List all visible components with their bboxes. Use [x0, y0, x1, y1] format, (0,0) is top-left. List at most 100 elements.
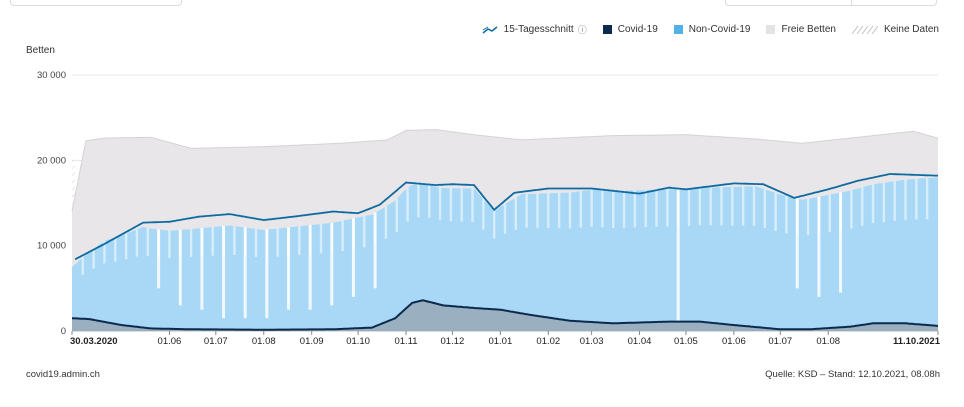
weekly-dip [828, 194, 831, 232]
weekly-dip [298, 226, 301, 256]
weekly-dip [384, 206, 388, 239]
weekly-dip [644, 190, 647, 228]
weekly-dip [579, 191, 582, 228]
weekly-dip [633, 190, 637, 228]
series-line-15-day-average [74, 173, 939, 261]
y-tick-label: 10 000 [37, 241, 66, 252]
x-tick-label: 01.01 [488, 336, 512, 347]
footer-source-note: Quelle: KSD – Stand: 12.10.2021, 08.08h [765, 369, 940, 380]
weekly-dip [114, 237, 117, 262]
series-line-covid [71, 299, 939, 331]
trend-line-icon [482, 25, 498, 34]
dip-bar [178, 229, 182, 306]
weekly-dip [547, 193, 550, 229]
x-tick-label: 01.07 [768, 336, 792, 347]
x-axis: 30.03.2020 01.06 01.07 01.08 01.09 01.10 01.11… [70, 331, 941, 347]
non-covid-swatch-icon [673, 25, 683, 34]
weekly-dip [861, 187, 864, 226]
x-tick-label: 11.10.2021 [893, 336, 941, 347]
legend-item-no-data[interactable]: Keine Daten [851, 24, 939, 35]
weekly-dip [666, 189, 669, 227]
legend-item-avg[interactable]: 15-Tagesschnitt ⓘ [482, 23, 587, 36]
legend-covid-label: Covid-19 [617, 24, 658, 35]
x-tick-label: 01.12 [441, 336, 465, 347]
weekly-dip [135, 229, 139, 257]
x-tick-label: 01.05 [674, 336, 698, 347]
filter-box-right[interactable] [725, 0, 937, 6]
covid-swatch-icon [602, 25, 612, 34]
weekly-dip [557, 192, 561, 229]
weekly-dip [482, 198, 485, 230]
weekly-dip [568, 192, 572, 229]
weekly-dip [893, 181, 896, 221]
weekly-dip [536, 193, 539, 228]
y-tick-label: 20 000 [37, 155, 66, 166]
dip-bar [243, 227, 247, 319]
free-beds-swatch-icon [766, 25, 776, 34]
legend-avg-label: 15-Tagesschnitt [503, 24, 574, 35]
weekly-dip [81, 257, 85, 275]
weekly-dip [438, 187, 442, 221]
legend-item-non-covid[interactable]: Non-Covid-19 [673, 24, 750, 35]
weekly-dip [428, 185, 431, 218]
footer-source-site[interactable]: covid19.admin.ch [26, 369, 100, 380]
weekly-dip [146, 227, 149, 256]
filter-box-left[interactable] [10, 0, 182, 6]
weekly-dip [698, 187, 702, 226]
series-area-covid [72, 300, 938, 331]
x-tick-label: 01.02 [536, 336, 560, 347]
y-axis-ticks: 0 10 000 20 000 30 000 [37, 70, 66, 337]
weekly-dip [601, 190, 604, 228]
weekly-dip [460, 188, 463, 222]
weekly-dip [417, 184, 420, 218]
weekly-dip [449, 188, 453, 222]
weekly-dip [882, 182, 886, 223]
dip-bar [265, 229, 269, 319]
weekly-dip [925, 178, 929, 220]
y-tick-label: 0 [61, 326, 66, 337]
legend-no-data-label: Keine Daten [883, 24, 939, 35]
weekly-dip [254, 228, 258, 258]
chart-dips [81, 178, 929, 322]
weekly-dip [211, 226, 214, 256]
weekly-dip [687, 188, 691, 227]
weekly-dip [341, 220, 344, 251]
weekly-dip [871, 184, 875, 224]
weekly-dip [363, 216, 366, 248]
weekly-dip [763, 189, 766, 229]
dip-bar [373, 212, 377, 289]
weekly-dip [276, 228, 279, 257]
x-tick-label: 01.08 [252, 336, 276, 347]
weekly-dip [655, 189, 658, 227]
weekly-dip [622, 190, 626, 228]
x-tick-label: 01.06 [722, 336, 746, 347]
weekly-dip [395, 198, 398, 232]
weekly-dip [103, 240, 106, 264]
x-tick-label: 01.11 [394, 336, 417, 347]
dip-bar [157, 229, 161, 289]
weekly-dip [850, 190, 853, 229]
x-tick-label: 01.09 [300, 336, 324, 347]
weekly-dip [124, 233, 128, 260]
weekly-dip [233, 226, 236, 256]
x-tick-label: 01.08 [816, 336, 840, 347]
x-tick-label: 01.04 [628, 336, 652, 347]
info-icon[interactable]: ⓘ [577, 25, 587, 35]
weekly-dip [168, 230, 171, 259]
weekly-dip [612, 191, 615, 229]
weekly-dip [590, 189, 593, 227]
weekly-dip [904, 179, 907, 220]
dip-bar [222, 225, 226, 319]
x-tick-label: 30.03.2020 [70, 336, 118, 347]
weekly-dip [785, 195, 788, 234]
chart-legend: 15-Tagesschnitt ⓘ Covid-19 Non-Covid-19 … [466, 23, 939, 36]
legend-item-free[interactable]: Freie Betten [766, 24, 836, 35]
dip-bar [330, 222, 334, 306]
dip-bar [287, 227, 290, 310]
dip-bar [351, 218, 355, 297]
dip-bar [200, 228, 204, 310]
dip-bar [795, 198, 799, 289]
legend-item-covid[interactable]: Covid-19 [602, 24, 658, 35]
weekly-dip [731, 186, 734, 226]
weekly-dip [514, 197, 518, 230]
